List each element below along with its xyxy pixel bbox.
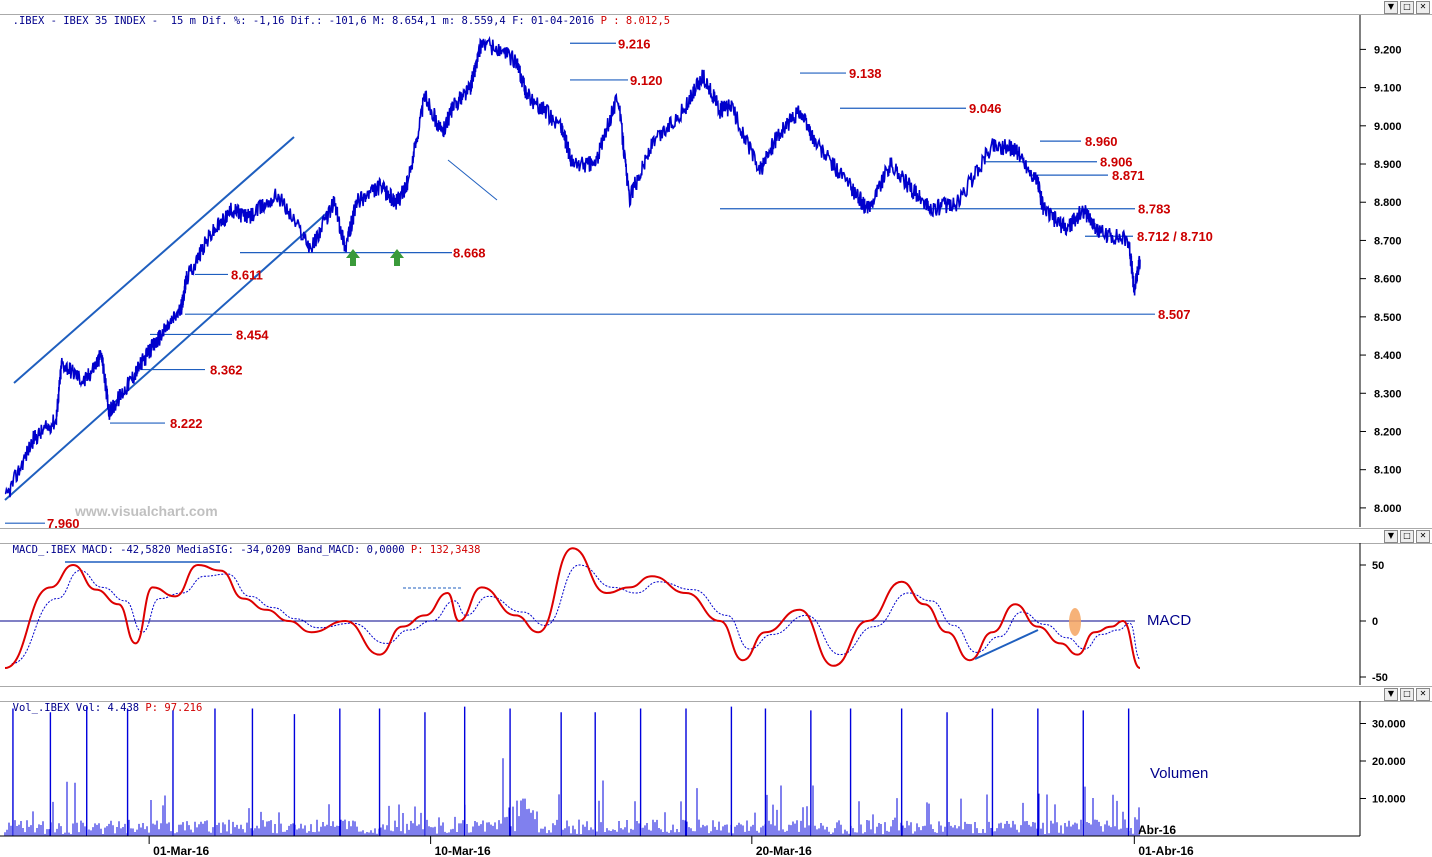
buy-arrows <box>346 249 404 266</box>
level-label: 8.454 <box>236 327 269 342</box>
channel-lower-line <box>4 211 329 501</box>
price-panel: 8.000 8.100 8.200 8.300 8.400 8.500 8.600 8.700… <box>4 15 1402 531</box>
macd-window-buttons: ▼ □ ✕ <box>1384 530 1430 543</box>
volume-close-button[interactable]: ✕ <box>1416 688 1430 701</box>
volume-panel-header: Vol_.IBEX Vol: 4.438 P: 97.216 ▼ □ ✕ <box>0 686 1432 714</box>
price-y-tick-label: 8.800 <box>1374 197 1402 209</box>
macd-highlight-oval <box>1069 608 1081 636</box>
channel-short-line <box>447 159 498 201</box>
price-y-tick-label: 9.000 <box>1374 121 1402 133</box>
price-y-tick-label: 8.300 <box>1374 388 1402 400</box>
volume-stats: Vol_.IBEX Vol: 4.438 <box>12 702 146 714</box>
price-y-tick-label: 8.700 <box>1374 235 1402 247</box>
volume-y-tick-label: 30.000 <box>1372 719 1406 731</box>
close-button[interactable]: ✕ <box>1416 1 1430 14</box>
volume-panel: 10.000 20.000 30.000 Volumen Abr-16 <box>4 701 1406 837</box>
level-label: 9.046 <box>969 101 1002 116</box>
price-y-tick-label: 8.400 <box>1374 350 1402 362</box>
macd-close-button[interactable]: ✕ <box>1416 530 1430 543</box>
macd-maximize-button[interactable]: □ <box>1400 530 1414 543</box>
level-label: 9.216 <box>618 36 651 51</box>
price-channel-lines <box>4 136 498 501</box>
macd-y-axis: 50 0 -50 <box>1360 560 1388 684</box>
level-label: 8.783 <box>1138 202 1171 217</box>
price-y-tick-label: 8.000 <box>1374 503 1402 515</box>
volume-p-label: P: 97.216 <box>145 702 203 714</box>
level-label: 8.668 <box>453 246 486 261</box>
price-window-buttons: ▼ □ ✕ <box>1384 1 1430 14</box>
volume-maximize-button[interactable]: □ <box>1400 688 1414 701</box>
x-tick-label: 10-Mar-16 <box>435 844 491 857</box>
price-close-label: P : 8.012,5 <box>600 15 671 27</box>
macd-stats: MACD_.IBEX MACD: -42,5820 MediaSIG: -34,… <box>12 544 411 556</box>
minimize-button[interactable]: ▼ <box>1384 1 1398 14</box>
level-label: 8.507 <box>1158 307 1191 322</box>
macd-line <box>4 547 1141 670</box>
macd-y-tick-label: 0 <box>1372 616 1378 628</box>
level-label: 9.138 <box>849 66 882 81</box>
x-tick-label: 01-Mar-16 <box>153 844 209 857</box>
level-label: 8.960 <box>1085 134 1118 149</box>
level-label: 8.712 / 8.710 <box>1137 229 1213 244</box>
level-label: 9.120 <box>630 73 663 88</box>
price-symbol: .IBEX - IBEX 35 INDEX - <box>12 15 159 27</box>
macd-p-label: P: 132,3438 <box>410 544 481 556</box>
x-tick-abr-right: Abr-16 <box>1138 823 1176 837</box>
watermark: www.visualchart.com <box>74 503 218 519</box>
x-tick-label: 01-Abr-16 <box>1138 844 1194 857</box>
level-label: 8.222 <box>170 416 203 431</box>
channel-upper-line <box>13 136 295 384</box>
macd-panel-header: MACD_.IBEX MACD: -42,5820 MediaSIG: -34,… <box>0 528 1432 556</box>
price-level-lines: 7.9608.2228.3628.4548.6118.6688.5079.216… <box>5 36 1213 531</box>
macd-label: MACD <box>1147 612 1191 629</box>
price-y-tick-label: 9.100 <box>1374 83 1402 95</box>
price-stats: 15 m Dif. %: -1,16 Dif.: -101,6 M: 8.654… <box>158 15 601 27</box>
volume-y-tick-label: 20.000 <box>1372 756 1406 768</box>
buy-arrow-icon <box>390 249 404 266</box>
level-label: 8.611 <box>231 267 263 282</box>
price-series-line <box>4 35 1141 498</box>
macd-divergence-trendline <box>974 629 1039 660</box>
price-y-axis: 8.000 8.100 8.200 8.300 8.400 8.500 8.600 8.700… <box>1360 44 1402 515</box>
price-y-tick-label: 8.600 <box>1374 274 1402 286</box>
macd-y-tick-label: 50 <box>1372 560 1384 572</box>
price-y-tick-label: 9.200 <box>1374 44 1402 56</box>
macd-minimize-button[interactable]: ▼ <box>1384 530 1398 543</box>
price-y-tick-label: 8.200 <box>1374 426 1402 438</box>
volume-y-tick-label: 10.000 <box>1372 794 1406 806</box>
maximize-button[interactable]: □ <box>1400 1 1414 14</box>
volume-minimize-button[interactable]: ▼ <box>1384 688 1398 701</box>
volume-bars <box>4 706 1140 836</box>
macd-y-tick-label: -50 <box>1372 672 1388 684</box>
level-label: 8.362 <box>210 363 243 378</box>
level-label: 8.871 <box>1112 168 1145 183</box>
level-label: 8.906 <box>1100 155 1133 170</box>
price-y-tick-label: 8.900 <box>1374 159 1402 171</box>
price-panel-header: .IBEX - IBEX 35 INDEX - 15 m Dif. %: -1,… <box>0 0 1432 27</box>
x-axis: 01-Mar-16 10-Mar-16 20-Mar-16 01-Abr-16 <box>148 836 1194 857</box>
macd-panel: 50 0 -50 MACD <box>0 543 1388 685</box>
macd-signal-line <box>11 564 1141 665</box>
price-y-tick-label: 8.500 <box>1374 312 1402 324</box>
buy-arrow-icon <box>346 249 360 266</box>
volume-window-buttons: ▼ □ ✕ <box>1384 688 1430 701</box>
volume-label: Volumen <box>1150 765 1208 782</box>
volume-y-axis: 10.000 20.000 30.000 <box>1360 719 1406 806</box>
price-y-tick-label: 8.100 <box>1374 465 1402 477</box>
x-tick-label: 20-Mar-16 <box>756 844 812 857</box>
